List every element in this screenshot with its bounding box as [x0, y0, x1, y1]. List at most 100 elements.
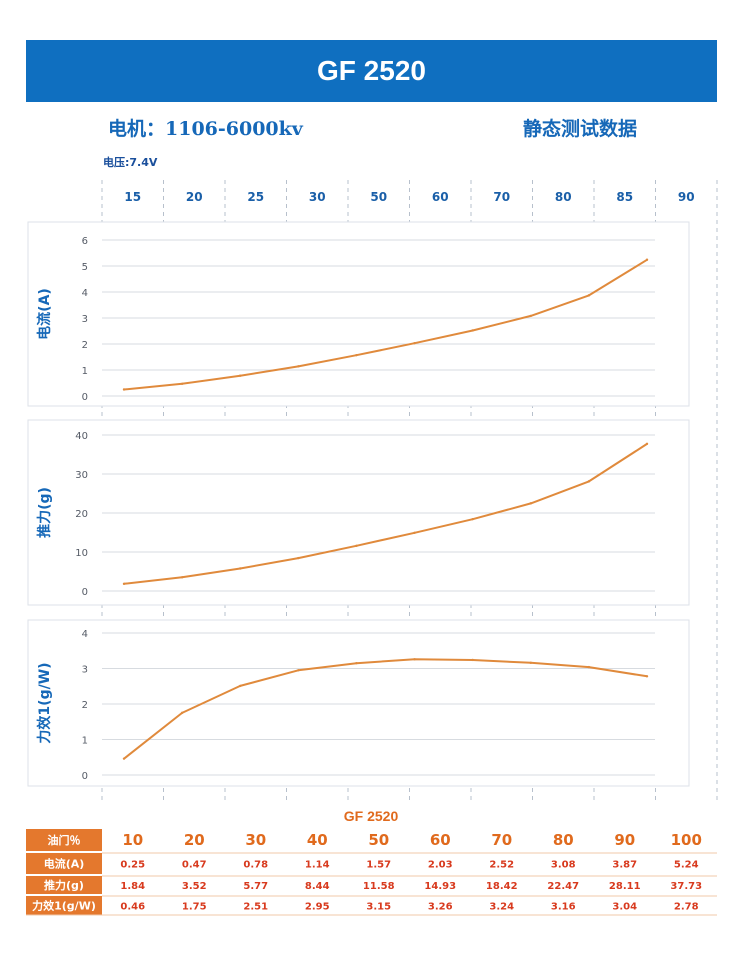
data-point	[587, 665, 591, 669]
data-point	[529, 314, 532, 318]
table-cell: 10	[122, 831, 143, 849]
table-cell: 80	[553, 831, 574, 849]
series-line	[123, 258, 648, 391]
data-point	[180, 711, 184, 715]
y-tick-label: 2	[82, 340, 88, 351]
data-point	[180, 382, 184, 385]
table-cell: 3.16	[551, 902, 576, 913]
data-point	[645, 442, 649, 446]
table-cell: 90	[614, 831, 635, 849]
table-cell: 60	[430, 831, 451, 849]
series-line	[123, 658, 648, 760]
table-cell: 3.15	[366, 902, 391, 913]
y-tick-label: 1	[82, 366, 88, 377]
table-cell: 40	[307, 831, 328, 849]
y-tick-label: 4	[82, 288, 88, 299]
y-tick-label: 40	[75, 431, 88, 442]
table-cell: 14.93	[424, 881, 456, 892]
table-row-label: 油门％	[48, 833, 81, 847]
table-cell: 50	[368, 831, 389, 849]
table-cell: 0.78	[243, 860, 268, 871]
table-cell: 2.03	[428, 860, 453, 871]
data-point	[355, 353, 358, 357]
y-axis-label: 力效1(g/W)	[36, 662, 53, 743]
y-tick-label: 0	[82, 771, 88, 782]
top-axis-label: 85	[616, 190, 633, 204]
data-point	[413, 531, 416, 534]
table-cell: 2.78	[674, 902, 699, 913]
y-axis-label: 推力(g)	[36, 487, 53, 538]
series-line	[123, 443, 648, 585]
voltage-label: 电压:7.4V	[103, 156, 158, 169]
table-cell: 5.24	[674, 860, 699, 871]
table-cell: 1.75	[182, 902, 207, 913]
data-point	[122, 757, 126, 760]
data-point	[471, 517, 474, 521]
data-point	[471, 329, 474, 332]
y-axis-label: 电流(A)	[36, 288, 53, 340]
data-point	[297, 365, 300, 368]
motor-spec: 电机：1106-6000kv	[108, 118, 303, 140]
bottom-caption: GF 2520	[344, 808, 399, 824]
table-row-label: 力效1(g/W)	[32, 899, 96, 913]
table-row-label-bg	[26, 896, 102, 915]
data-point	[645, 675, 649, 678]
table-cell: 28.11	[609, 881, 641, 892]
data-point	[413, 658, 416, 661]
table-cell: 1.84	[120, 881, 145, 892]
table-cell: 22.47	[547, 881, 579, 892]
data-point	[413, 342, 416, 345]
y-tick-label: 4	[82, 629, 88, 640]
table-cell: 0.47	[182, 860, 207, 871]
table-cell: 3.08	[551, 860, 576, 871]
data-subtitle: 静态测试数据	[523, 118, 638, 140]
table-cell: 70	[491, 831, 512, 849]
top-axis-label: 60	[432, 190, 449, 204]
table-cell: 18.42	[486, 881, 518, 892]
table-cell: 2.95	[305, 902, 330, 913]
data-point	[645, 258, 649, 261]
table-cell: 8.44	[305, 881, 330, 892]
page-title: GF 2520	[26, 40, 717, 102]
y-tick-label: 0	[82, 392, 88, 403]
data-point	[355, 544, 358, 548]
data-point	[587, 294, 591, 297]
table-cell: 20	[184, 831, 205, 849]
table-row-label: 电流(A)	[44, 857, 85, 871]
table-cell: 0.46	[120, 902, 145, 913]
table-cell: 5.77	[243, 881, 268, 892]
table-cell: 11.58	[363, 881, 395, 892]
data-point	[180, 576, 184, 579]
data-point	[355, 661, 358, 665]
top-axis-label: 30	[309, 190, 326, 204]
top-axis-label: 25	[247, 190, 264, 204]
y-tick-label: 6	[82, 236, 88, 247]
data-point	[239, 374, 242, 377]
y-tick-label: 1	[82, 736, 88, 747]
data-point	[297, 556, 300, 560]
y-tick-label: 10	[75, 548, 88, 559]
y-tick-label: 20	[75, 509, 88, 520]
table-cell: 0.25	[120, 860, 145, 871]
data-point	[122, 582, 126, 586]
table-cell: 3.04	[612, 902, 637, 913]
table-row-label-bg	[26, 876, 102, 894]
table-cell: 3.87	[612, 860, 637, 871]
y-tick-label: 2	[82, 700, 88, 711]
table-cell: 1.57	[366, 860, 391, 871]
data-point	[297, 669, 300, 672]
chart-panel	[27, 619, 690, 787]
top-axis-label: 20	[186, 190, 203, 204]
y-tick-label: 3	[82, 665, 88, 676]
top-axis-label: 90	[678, 190, 695, 204]
data-point	[239, 567, 242, 570]
table-cell: 2.51	[243, 902, 268, 913]
top-axis-label: 70	[493, 190, 510, 204]
y-tick-label: 3	[82, 314, 88, 325]
chart-panel	[27, 221, 690, 407]
table-cell: 3.52	[182, 881, 207, 892]
table-cell: 3.24	[489, 902, 514, 913]
table-row-label-bg	[26, 853, 102, 874]
table-cell: 37.73	[670, 881, 702, 892]
